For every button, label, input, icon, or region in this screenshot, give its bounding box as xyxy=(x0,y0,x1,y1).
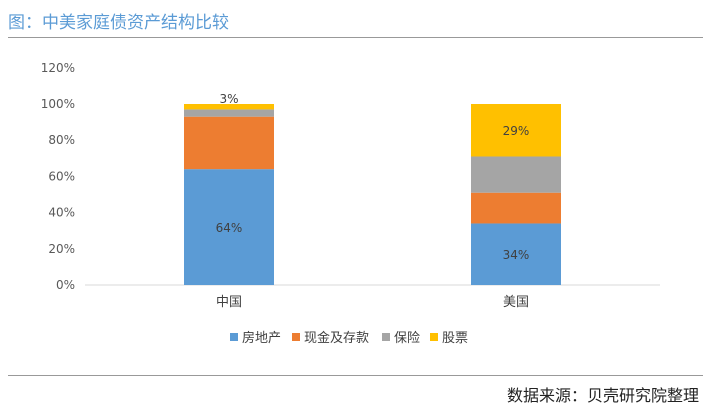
y-tick-label: 40% xyxy=(48,206,75,220)
legend-swatch-2 xyxy=(382,333,390,341)
page-title: 图：中美家庭债资产结构比较 xyxy=(8,13,229,33)
legend-label: 房地产 xyxy=(242,330,281,346)
bar-segment-1-2 xyxy=(471,156,561,193)
legend-label: 股票 xyxy=(442,331,468,346)
bar-segment-0-2 xyxy=(184,109,274,117)
source-note: 数据来源：贝壳研究院整理 xyxy=(506,386,699,405)
legend-swatch-1 xyxy=(292,333,300,341)
data-label: 64% xyxy=(216,221,243,235)
title-divider xyxy=(8,37,703,38)
y-tick-label: 80% xyxy=(48,133,75,147)
bar-segment-0-0 xyxy=(184,169,274,285)
y-tick-label: 20% xyxy=(48,242,75,256)
bar-segment-1-0 xyxy=(471,223,561,285)
bar-segment-0-3 xyxy=(184,104,274,110)
bar-segment-1-1 xyxy=(471,192,561,224)
legend-swatch-0 xyxy=(230,333,238,341)
y-tick-label: 100% xyxy=(41,97,75,111)
x-tick-label: 美国 xyxy=(503,295,529,310)
y-tick-label: 120% xyxy=(41,61,75,75)
y-tick-label: 0% xyxy=(56,278,75,292)
data-label: 29% xyxy=(503,124,530,138)
x-tick-label: 中国 xyxy=(216,295,242,310)
data-label: 34% xyxy=(503,248,530,262)
legend-swatch-3 xyxy=(430,333,438,341)
bar-segment-0-1 xyxy=(184,116,274,170)
legend-label: 保险 xyxy=(394,331,420,346)
stacked-bar-chart: 0% 20% 40% 60% 80% 100% 120% 64% 3% 中国 34% 29% 美国房地产… xyxy=(41,61,660,346)
y-tick-label: 60% xyxy=(48,169,75,183)
data-label: 3% xyxy=(219,92,238,106)
source-divider xyxy=(8,375,703,376)
legend-label: 现金及存款 xyxy=(304,330,369,346)
bar-segment-1-3 xyxy=(471,104,561,157)
